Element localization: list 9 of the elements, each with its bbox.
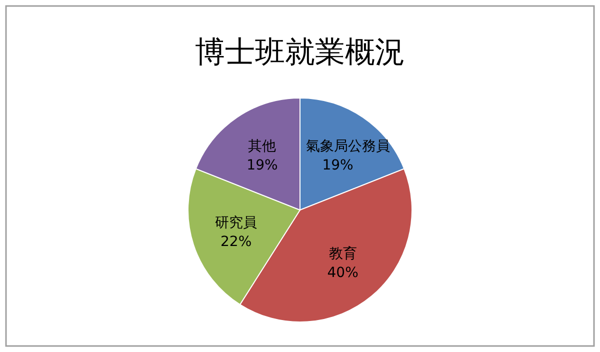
slice-label: 其他 bbox=[248, 138, 276, 154]
slice-label: 研究員 bbox=[215, 214, 258, 231]
chart-title: 博士班就業概況 bbox=[195, 35, 405, 70]
data-label: 22% bbox=[220, 234, 252, 250]
data-label: 19% bbox=[246, 157, 278, 174]
data-label: 19% bbox=[322, 157, 354, 174]
slice-label: 氣象局公務員 bbox=[306, 138, 390, 154]
slice-label: 教育 bbox=[328, 244, 357, 262]
data-label: 40% bbox=[327, 264, 358, 281]
